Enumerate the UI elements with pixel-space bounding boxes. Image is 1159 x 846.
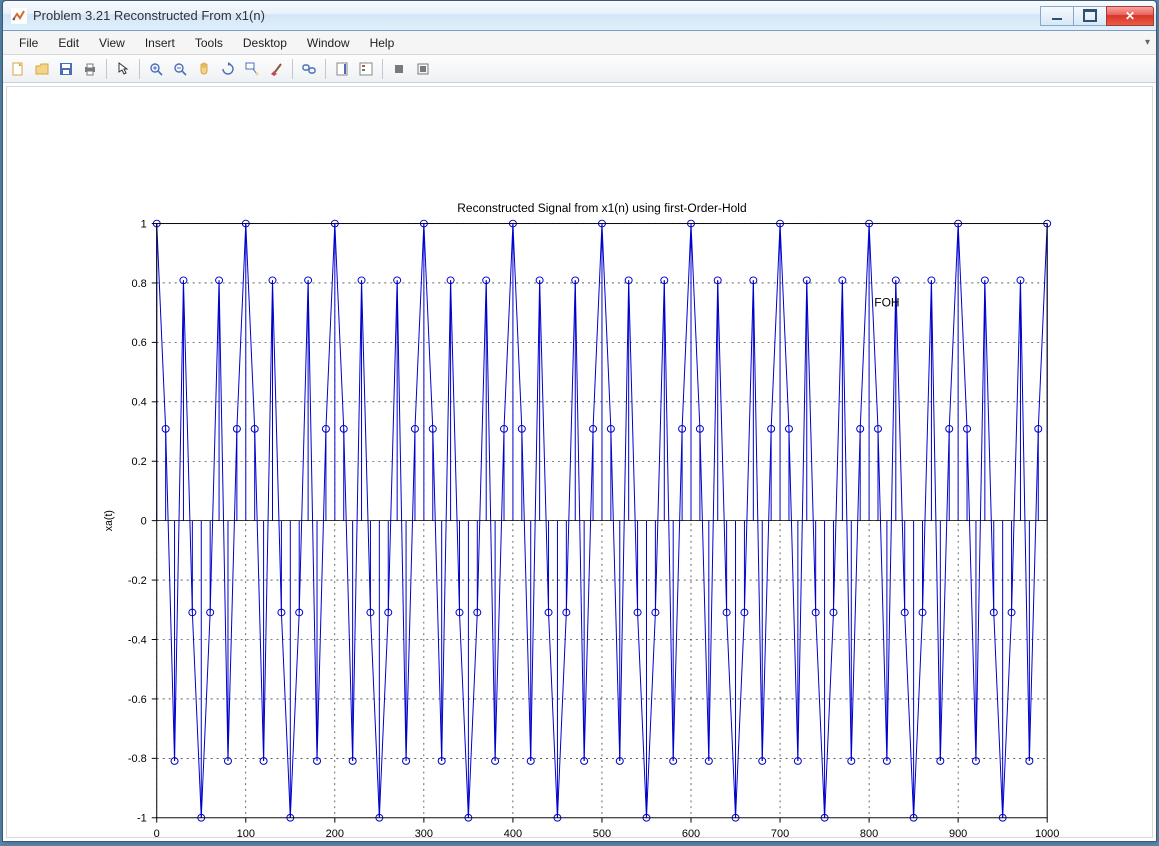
toolbar (3, 55, 1156, 83)
data-cursor-icon[interactable] (241, 58, 263, 80)
save-icon[interactable] (55, 58, 77, 80)
colorbar-icon[interactable] (331, 58, 353, 80)
svg-text:900: 900 (949, 828, 967, 837)
titlebar[interactable]: Problem 3.21 Reconstructed From x1(n) (3, 1, 1156, 31)
svg-text:100: 100 (237, 828, 255, 837)
ylabel: xa(t) (103, 510, 115, 531)
figure-area: 0 100 200 300 400 500 600 700 800 900 1000 -1 -0.8 -0… (6, 86, 1153, 838)
svg-text:0.4: 0.4 (132, 397, 147, 409)
svg-text:0.8: 0.8 (132, 278, 147, 290)
svg-text:600: 600 (682, 828, 700, 837)
menu-window[interactable]: Window (297, 33, 360, 53)
svg-text:-0.4: -0.4 (128, 635, 147, 647)
svg-text:0: 0 (154, 828, 160, 837)
hide-tools-icon[interactable] (388, 58, 410, 80)
annotation-foh: FOH (874, 297, 899, 310)
toolbar-separator (106, 59, 107, 79)
show-tools-icon[interactable] (412, 58, 434, 80)
svg-text:0: 0 (141, 516, 147, 528)
svg-text:700: 700 (771, 828, 789, 837)
legend-icon[interactable] (355, 58, 377, 80)
svg-text:500: 500 (593, 828, 611, 837)
svg-text:400: 400 (504, 828, 522, 837)
svg-text:1: 1 (141, 219, 147, 231)
rotate-icon[interactable] (217, 58, 239, 80)
window-controls (1041, 6, 1154, 26)
open-icon[interactable] (31, 58, 53, 80)
menu-edit[interactable]: Edit (48, 33, 89, 53)
svg-text:0.6: 0.6 (132, 337, 147, 349)
menubar: FileEditViewInsertToolsDesktopWindowHelp… (3, 31, 1156, 55)
toolbar-separator (325, 59, 326, 79)
menu-desktop[interactable]: Desktop (233, 33, 297, 53)
menu-help[interactable]: Help (360, 33, 405, 53)
menu-file[interactable]: File (9, 33, 48, 53)
close-button[interactable] (1106, 6, 1154, 26)
matlab-icon (11, 8, 27, 24)
toolbar-separator (382, 59, 383, 79)
svg-text:-0.6: -0.6 (128, 694, 147, 706)
svg-text:200: 200 (326, 828, 344, 837)
plot-svg: 0 100 200 300 400 500 600 700 800 900 1000 -1 -0.8 -0… (7, 87, 1152, 837)
print-icon[interactable] (79, 58, 101, 80)
pointer-icon[interactable] (112, 58, 134, 80)
menu-tools[interactable]: Tools (185, 33, 233, 53)
svg-text:0.2: 0.2 (132, 456, 147, 468)
link-icon[interactable] (298, 58, 320, 80)
svg-text:-0.8: -0.8 (128, 753, 147, 765)
chart-title: Reconstructed Signal from x1(n) using fi… (457, 202, 746, 215)
zoom-in-icon[interactable] (145, 58, 167, 80)
dock-menu-icon[interactable]: ▾ (1145, 37, 1150, 48)
menu-view[interactable]: View (89, 33, 135, 53)
zoom-out-icon[interactable] (169, 58, 191, 80)
maximize-button[interactable] (1073, 6, 1107, 26)
svg-text:-1: -1 (137, 813, 147, 825)
figure-window: Problem 3.21 Reconstructed From x1(n) Fi… (2, 0, 1157, 842)
toolbar-separator (292, 59, 293, 79)
svg-text:1000: 1000 (1035, 828, 1059, 837)
new-figure-icon[interactable] (7, 58, 29, 80)
window-title: Problem 3.21 Reconstructed From x1(n) (33, 8, 1041, 23)
svg-text:300: 300 (415, 828, 433, 837)
pan-icon[interactable] (193, 58, 215, 80)
toolbar-separator (139, 59, 140, 79)
svg-text:800: 800 (860, 828, 878, 837)
minimize-button[interactable] (1040, 6, 1074, 26)
svg-text:-0.2: -0.2 (128, 575, 147, 587)
brush-icon[interactable] (265, 58, 287, 80)
menu-insert[interactable]: Insert (135, 33, 185, 53)
